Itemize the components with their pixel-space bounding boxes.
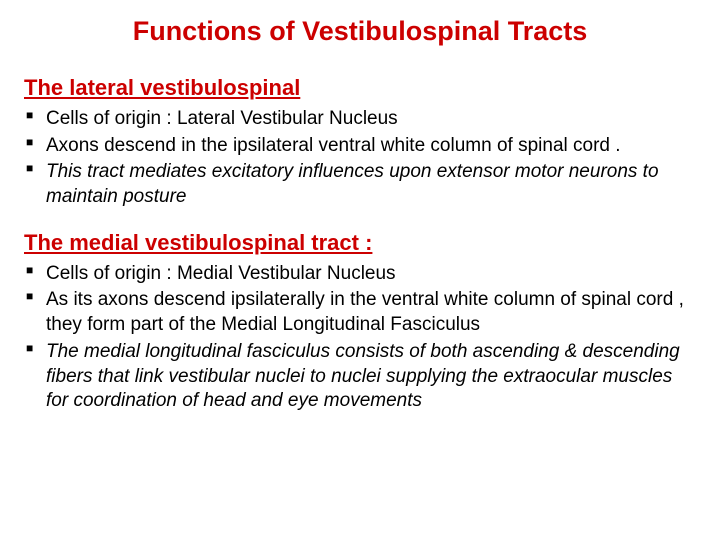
bullet-text: Cells of origin : Lateral Vestibular Nuc… <box>46 108 398 129</box>
bullet-text: As its axons descend ipsilaterally in th… <box>46 289 684 335</box>
section-1-heading: The lateral vestibulospinal <box>24 75 696 101</box>
list-item: The medial longitudinal fasciculus consi… <box>24 340 696 414</box>
bullet-text: Cells of origin : Medial Vestibular Nucl… <box>46 263 396 284</box>
section-2-list: Cells of origin : Medial Vestibular Nucl… <box>24 262 696 414</box>
section-2-heading: The medial vestibulospinal tract : <box>24 230 696 256</box>
list-item: This tract mediates excitatory influence… <box>24 160 696 209</box>
list-item: As its axons descend ipsilaterally in th… <box>24 288 696 337</box>
bullet-text: Axons descend in the ipsilateral ventral… <box>46 135 621 156</box>
list-item: Cells of origin : Medial Vestibular Nucl… <box>24 262 696 287</box>
slide-container: Functions of Vestibulospinal Tracts The … <box>0 0 720 446</box>
bullet-text: This tract mediates excitatory influence… <box>46 161 659 207</box>
slide-title: Functions of Vestibulospinal Tracts <box>24 16 696 47</box>
list-item: Axons descend in the ipsilateral ventral… <box>24 134 696 159</box>
list-item: Cells of origin : Lateral Vestibular Nuc… <box>24 107 696 132</box>
section-1-list: Cells of origin : Lateral Vestibular Nuc… <box>24 107 696 210</box>
bullet-text: The medial longitudinal fasciculus consi… <box>46 341 680 411</box>
